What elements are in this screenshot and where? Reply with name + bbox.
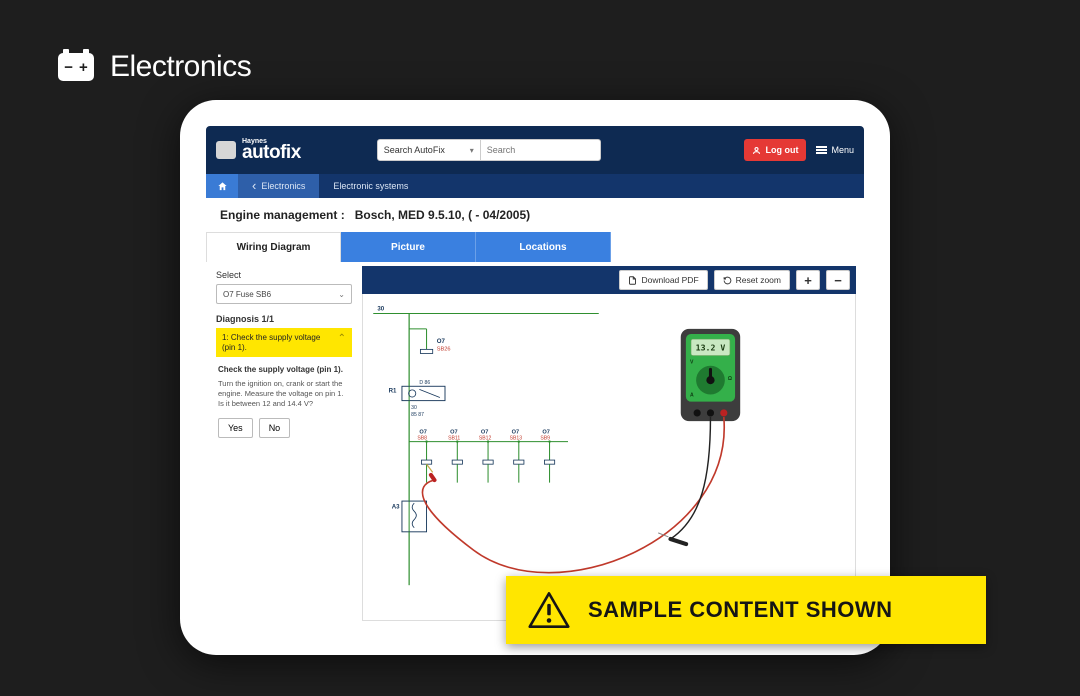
diagram-canvas[interactable]: 30O7SB26R1D 863085 87O7SB8O7SB11O7SB12O7… [362, 294, 856, 621]
chevron-down-icon: ▾ [470, 146, 474, 155]
page-title: Engine management : Bosch, MED 9.5.10, (… [220, 208, 850, 222]
svg-text:SB26: SB26 [437, 346, 451, 352]
no-button[interactable]: No [259, 418, 291, 438]
reset-zoom-button[interactable]: Reset zoom [714, 270, 790, 290]
diagnosis-text: Turn the ignition on, crank or start the… [218, 379, 350, 408]
download-pdf-label: Download PDF [641, 275, 698, 285]
breadcrumb-back[interactable]: Electronics [238, 174, 319, 198]
download-icon [628, 276, 637, 285]
reset-zoom-label: Reset zoom [736, 275, 781, 285]
reset-icon [723, 276, 732, 285]
select-label: Select [216, 270, 352, 280]
svg-text:A: A [690, 393, 694, 399]
diagnosis-step-header[interactable]: 1: Check the supply voltage (pin 1). ⌃ [216, 328, 352, 357]
category-title: Electronics [110, 50, 251, 84]
zoom-out-button[interactable]: − [826, 270, 850, 290]
page-title-bar: Engine management : Bosch, MED 9.5.10, (… [206, 198, 864, 232]
breadcrumb-current: Electronic systems [319, 174, 422, 198]
svg-text:85 87: 85 87 [411, 412, 424, 418]
svg-text:O7: O7 [437, 338, 446, 345]
viewer-toolbar: Download PDF Reset zoom + − [362, 266, 856, 294]
screen: Haynes autofix Search AutoFix ▾ Log out [206, 126, 864, 629]
svg-text:O7: O7 [542, 429, 550, 435]
svg-text:SB13: SB13 [510, 436, 523, 442]
minus-icon: − [834, 273, 842, 288]
header-actions: Log out Menu [744, 139, 854, 161]
sidebar: Select O7 Fuse SB6 ⌄ Diagnosis 1/1 1: Ch… [206, 262, 362, 629]
svg-text:O7: O7 [450, 429, 458, 435]
breadcrumb: Electronics Electronic systems [206, 174, 864, 198]
plus-icon: + [804, 273, 812, 288]
logout-button[interactable]: Log out [744, 139, 806, 161]
tablet-frame: Haynes autofix Search AutoFix ▾ Log out [180, 100, 890, 655]
content-body: Select O7 Fuse SB6 ⌄ Diagnosis 1/1 1: Ch… [206, 262, 864, 629]
diagnosis-body: Check the supply voltage (pin 1). Turn t… [216, 357, 352, 446]
logout-label: Log out [765, 145, 798, 155]
wiring-diagram: 30O7SB26R1D 863085 87O7SB8O7SB11O7SB12O7… [363, 294, 855, 620]
tabs: Wiring Diagram Picture Locations [206, 232, 864, 262]
svg-text:SB12: SB12 [479, 436, 492, 442]
zoom-in-button[interactable]: + [796, 270, 820, 290]
component-select[interactable]: O7 Fuse SB6 ⌄ [216, 284, 352, 304]
logo[interactable]: Haynes autofix [216, 138, 301, 162]
download-pdf-button[interactable]: Download PDF [619, 270, 707, 290]
search-input[interactable] [481, 139, 601, 161]
page-title-value: Bosch, MED 9.5.10, ( - 04/2005) [355, 208, 530, 222]
svg-text:A3: A3 [392, 503, 400, 510]
svg-text:30: 30 [377, 305, 384, 312]
category-header: −+ Electronics [58, 50, 251, 84]
chevron-up-icon: ⌃ [338, 333, 346, 345]
breadcrumb-back-label: Electronics [261, 181, 305, 191]
user-icon [752, 146, 761, 155]
svg-text:D 86: D 86 [419, 380, 430, 386]
svg-text:SB11: SB11 [448, 436, 460, 442]
breadcrumb-home[interactable] [206, 174, 238, 198]
chevron-down-icon: ⌄ [338, 290, 345, 299]
svg-text:13.2 V: 13.2 V [696, 342, 726, 352]
app-header: Haynes autofix Search AutoFix ▾ Log out [206, 126, 864, 174]
page-title-label: Engine management : [220, 208, 345, 222]
yes-no-group: Yes No [218, 418, 350, 438]
home-icon [217, 181, 228, 192]
hamburger-icon [816, 145, 827, 156]
tab-label: Picture [391, 242, 425, 253]
diagram-viewer: Download PDF Reset zoom + − 30O7SB26R1D … [362, 266, 856, 621]
menu-label: Menu [831, 145, 854, 155]
tab-wiring-diagram[interactable]: Wiring Diagram [206, 232, 341, 262]
svg-text:R1: R1 [389, 387, 397, 394]
warning-icon [528, 591, 570, 629]
svg-text:SB9: SB9 [540, 436, 550, 442]
yes-button[interactable]: Yes [218, 418, 253, 438]
search-scope-value: Search AutoFix [384, 145, 445, 155]
diagnosis-question: Check the supply voltage (pin 1). [218, 365, 350, 375]
sample-banner-text: SAMPLE CONTENT SHOWN [588, 597, 893, 623]
logo-text: Haynes autofix [242, 138, 301, 162]
svg-text:V: V [690, 360, 694, 366]
diagnosis-step-label: 1: Check the supply voltage (pin 1). [222, 333, 334, 352]
svg-text:Ω: Ω [728, 376, 732, 382]
logo-icon [216, 141, 236, 159]
svg-text:SB8: SB8 [417, 436, 427, 442]
svg-text:O7: O7 [512, 429, 520, 435]
search-scope-select[interactable]: Search AutoFix ▾ [377, 139, 481, 161]
svg-text:O7: O7 [481, 429, 489, 435]
tab-picture[interactable]: Picture [341, 232, 476, 262]
component-select-value: O7 Fuse SB6 [223, 290, 271, 299]
svg-text:30: 30 [411, 405, 417, 411]
tab-label: Wiring Diagram [237, 242, 311, 253]
search: Search AutoFix ▾ [377, 139, 601, 161]
battery-icon: −+ [58, 53, 94, 81]
tab-locations[interactable]: Locations [476, 232, 611, 262]
sample-content-banner: SAMPLE CONTENT SHOWN [506, 576, 986, 644]
logo-line2: autofix [242, 143, 301, 162]
tab-label: Locations [519, 242, 566, 253]
svg-text:O7: O7 [419, 429, 427, 435]
menu-button[interactable]: Menu [816, 145, 854, 156]
diagnosis-title: Diagnosis 1/1 [216, 314, 352, 324]
breadcrumb-current-label: Electronic systems [333, 181, 408, 191]
